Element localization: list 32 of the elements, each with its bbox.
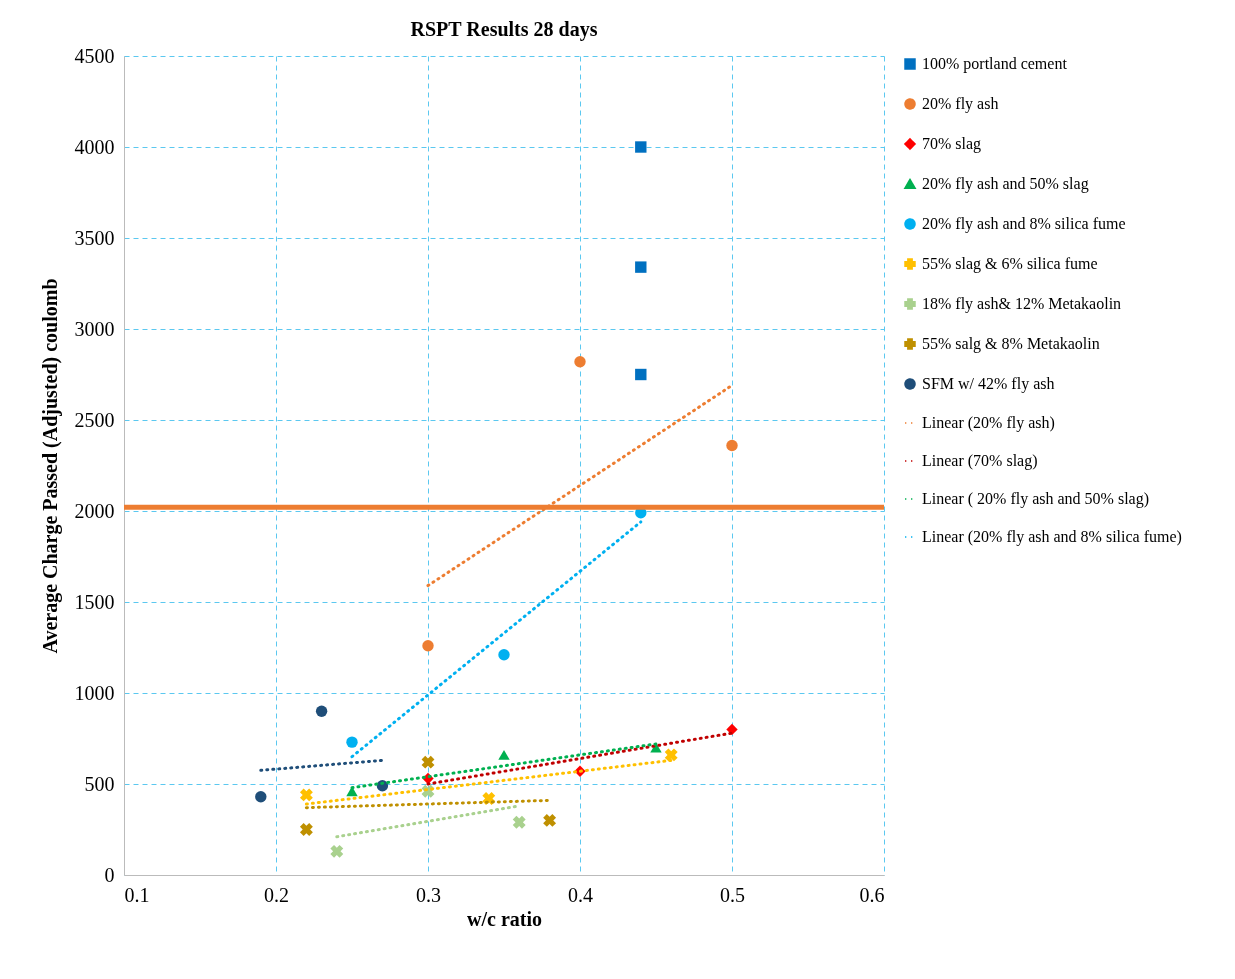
x-tick-label: 0.3 xyxy=(416,883,441,906)
legend-label: 55% slag & 6% silica fume xyxy=(922,255,1098,273)
legend-label: Linear (70% slag) xyxy=(922,452,1038,470)
legend-label: Linear ( 20% fly ash and 50% slag) xyxy=(922,490,1150,508)
x-tick-label: 0.6 xyxy=(859,883,885,906)
chart-title: RSPT Results 28 days xyxy=(410,18,598,41)
legend-label: 55% salg & 8% Metakaolin xyxy=(922,335,1100,353)
legend-label: 20% fly ash xyxy=(922,95,999,113)
y-tick-label: 3000 xyxy=(74,317,115,340)
y-axis-title: Average Charge Passed (Adjusted) coulomb xyxy=(38,278,62,654)
legend-label: 18% fly ash& 12% Metakaolin xyxy=(922,295,1122,313)
legend-label: 20% fly ash and 50% slag xyxy=(922,175,1089,193)
legend-label: 100% portland cement xyxy=(922,55,1068,73)
y-tick-label: 4000 xyxy=(74,135,115,158)
y-tick-label: 1500 xyxy=(74,590,115,613)
y-tick-label: 500 xyxy=(84,772,115,795)
x-tick-label: 0.4 xyxy=(568,883,593,906)
y-tick-label: 2500 xyxy=(74,408,115,431)
x-tick-label: 0.5 xyxy=(720,883,745,906)
y-tick-label: 1000 xyxy=(74,681,115,704)
y-tick-label: 0 xyxy=(104,863,115,886)
y-tick-label: 4500 xyxy=(74,44,115,67)
legend-label: SFM w/ 42% fly ash xyxy=(922,375,1055,393)
y-tick-label: 3500 xyxy=(74,226,115,249)
x-axis-title: w/c ratio xyxy=(467,907,542,930)
legend-label: 70% slag xyxy=(922,135,982,153)
y-tick-label: 2000 xyxy=(74,499,115,522)
x-tick-label: 0.2 xyxy=(264,883,289,906)
legend-label: Linear (20% fly ash and 8% silica fume) xyxy=(922,528,1182,546)
x-tick-label: 0.1 xyxy=(124,883,150,906)
legend-label: Linear (20% fly ash) xyxy=(922,414,1055,432)
legend-label: 20% fly ash and 8% silica fume xyxy=(922,215,1126,233)
